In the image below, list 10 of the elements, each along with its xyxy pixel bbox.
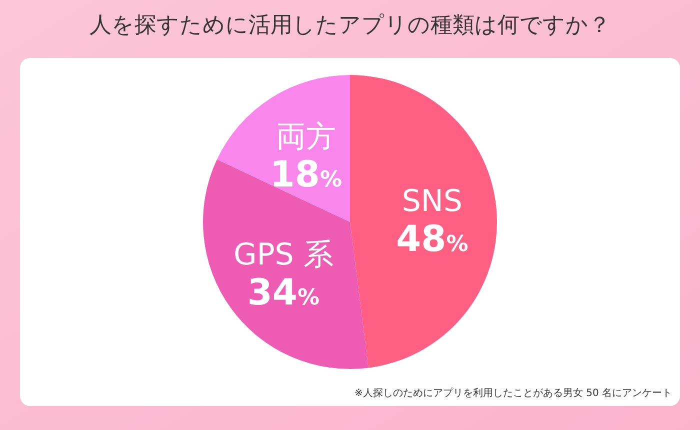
pie-slice [203, 159, 368, 369]
slice-label: 両方 [276, 119, 336, 154]
data-label: 18% [270, 154, 342, 196]
pie-slice [350, 75, 497, 368]
data-label: 48% [396, 218, 468, 260]
slice-label: SNS [402, 184, 462, 219]
chart-title: 人を探すために活用したアプリの種類は何ですか？ [90, 13, 610, 38]
slice-label: GPS 系 [233, 237, 334, 272]
text: ※人探しのためにアプリを利用したことがある男女 50 名にアンケート [354, 387, 672, 399]
data-label: 34% [247, 272, 320, 314]
